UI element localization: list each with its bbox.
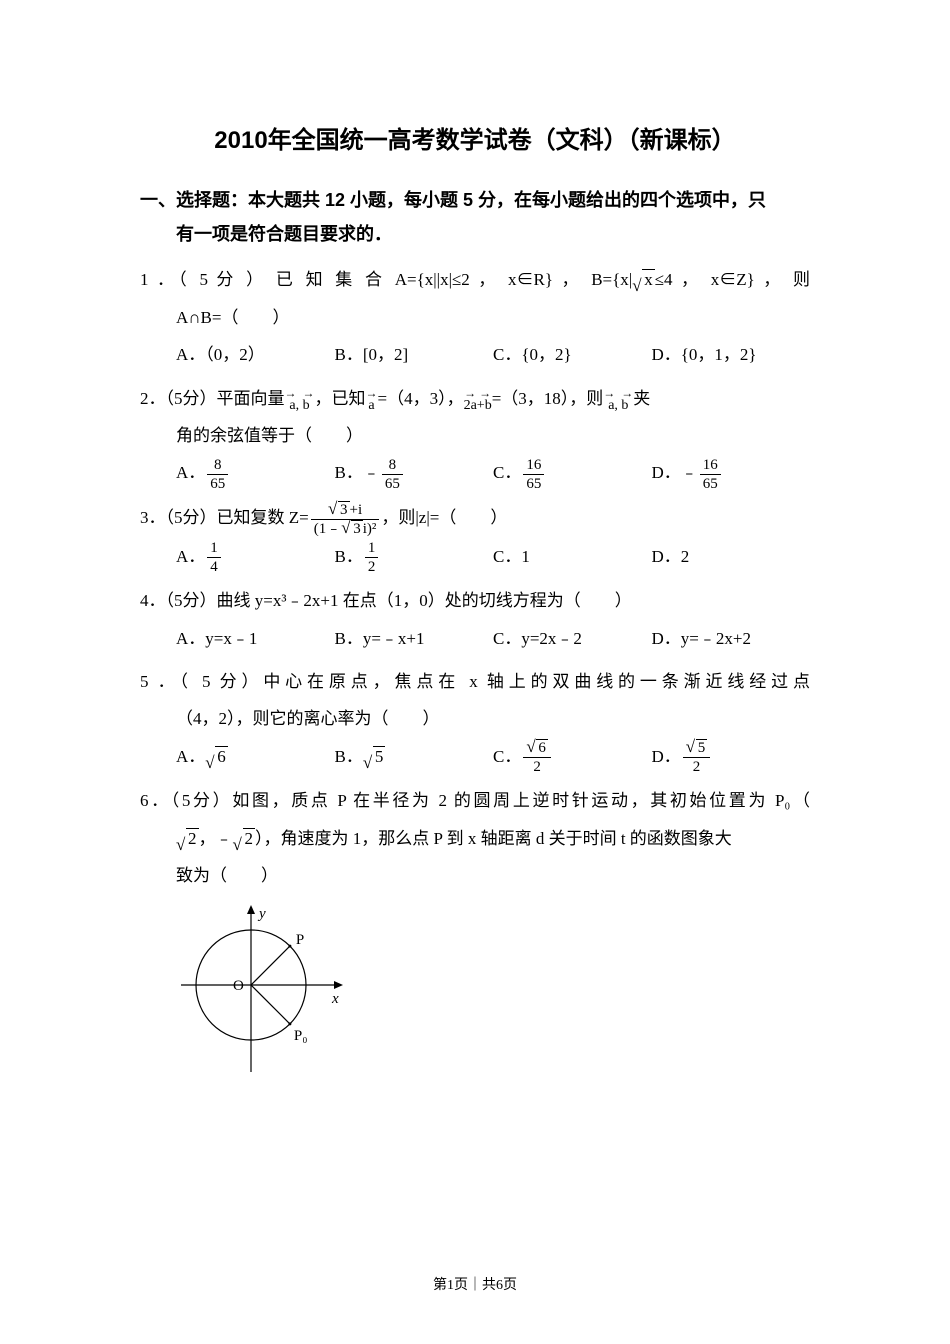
q2-line1: 2．（5分）平面向量→ →a, b，已知→a=（4，3），→ →2a+b=（3，…	[140, 380, 810, 417]
question-5: 5 ．（ 5 分）中心在原点，焦点在 x 轴上的双曲线的一条渐近线经过点 （4，…	[140, 663, 810, 776]
exam-page: 2010年全国统一高考数学试卷（文科）（新课标） 一、选择题：本大题共 12 小…	[0, 0, 950, 1344]
q1-options: A．（0，2） B．[0，2] C．{0，2} D．{0，1，2}	[176, 336, 810, 373]
q6-diagram: y x O P P₀	[176, 902, 810, 1090]
question-2: 2．（5分）平面向量→ →a, b，已知→a=（4，3），→ →2a+b=（3，…	[140, 380, 810, 493]
q3-optD: D．2	[652, 538, 811, 577]
q5-optC: C．62	[493, 738, 652, 777]
q4-optB: B．y=﹣x+1	[335, 620, 494, 657]
q2-optC: C．1665	[493, 454, 652, 493]
section-line2: 有一项是符合题目要求的．	[176, 217, 810, 251]
q4-text: 4．（5分）曲线 y=x³﹣2x+1 在点（1，0）处的切线方程为（ ）	[140, 582, 810, 619]
q5-options: A．6 B．5 C．62 D．52	[176, 738, 810, 777]
circle-diagram-svg: y x O P P₀	[176, 902, 346, 1077]
q1-optA: A．（0，2）	[176, 336, 335, 373]
q4-optC: C．y=2x﹣2	[493, 620, 652, 657]
svg-text:P: P	[296, 933, 304, 949]
q5-optA: A．6	[176, 738, 335, 777]
svg-text:O: O	[233, 978, 244, 994]
q2-optB: B．﹣865	[335, 454, 494, 493]
section-header: 一、选择题：本大题共 12 小题，每小题 5 分，在每小题给出的四个选项中，只 …	[140, 183, 810, 251]
q3-optA: A．14	[176, 538, 335, 577]
svg-text:y: y	[257, 906, 266, 922]
q6-line2: 致为（ ）	[176, 857, 810, 894]
q3-options: A．14 B．12 C．1 D．2	[176, 538, 810, 577]
q1-optC: C．{0，2}	[493, 336, 652, 373]
question-3: 3．（5分）已知复数 Z= 3+i (1﹣3i)² ，则|z|=（ ） A．14…	[140, 499, 810, 576]
q4-options: A．y=x﹣1 B．y=﹣x+1 C．y=2x﹣2 D．y=﹣2x+2	[176, 620, 810, 657]
q3-optB: B．12	[335, 538, 494, 577]
q1-line2: A∩B=（ ）	[176, 299, 810, 336]
q3-line1: 3．（5分）已知复数 Z= 3+i (1﹣3i)² ，则|z|=（ ）	[140, 499, 810, 538]
question-6: 6．（5分）如图，质点 P 在半径为 2 的圆周上逆时针运动，其初始位置为 P₀…	[140, 782, 810, 1091]
q4-optD: D．y=﹣2x+2	[652, 620, 811, 657]
q5-line1: 5 ．（ 5 分）中心在原点，焦点在 x 轴上的双曲线的一条渐近线经过点	[140, 663, 810, 700]
q5-optD: D．52	[652, 738, 811, 777]
svg-text:x: x	[331, 991, 339, 1007]
question-4: 4．（5分）曲线 y=x³﹣2x+1 在点（1，0）处的切线方程为（ ） A．y…	[140, 582, 810, 657]
question-1: 1 ．（ 5 分 ） 已 知 集 合 A={x||x|≤2 ， x∈R} ， B…	[140, 261, 810, 373]
q2-optA: A．865	[176, 454, 335, 493]
q1-line1: 1 ．（ 5 分 ） 已 知 集 合 A={x||x|≤2 ， x∈R} ， B…	[140, 261, 810, 298]
q4-optA: A．y=x﹣1	[176, 620, 335, 657]
q2-options: A．865 B．﹣865 C．1665 D．﹣1665	[176, 454, 810, 493]
q6-line1: 6．（5分）如图，质点 P 在半径为 2 的圆周上逆时针运动，其初始位置为 P₀…	[140, 782, 810, 819]
q2-line2: 角的余弦值等于（ ）	[176, 417, 810, 454]
q1-optD: D．{0，1，2}	[652, 336, 811, 373]
q5-line2: （4，2），则它的离心率为（ ）	[176, 700, 810, 737]
q1-optB: B．[0，2]	[335, 336, 494, 373]
svg-text:P₀: P₀	[294, 1028, 308, 1044]
section-line1: 一、选择题：本大题共 12 小题，每小题 5 分，在每小题给出的四个选项中，只	[140, 183, 810, 217]
q2-optD: D．﹣1665	[652, 454, 811, 493]
q3-optC: C．1	[493, 538, 652, 577]
page-title: 2010年全国统一高考数学试卷（文科）（新课标）	[140, 120, 810, 155]
q5-optB: B．5	[335, 738, 494, 777]
page-footer: 第1页｜共6页	[0, 1274, 950, 1294]
q6-line1b: 2，﹣2），角速度为 1，那么点 P 到 x 轴距离 d 关于时间 t 的函数图…	[176, 820, 810, 857]
